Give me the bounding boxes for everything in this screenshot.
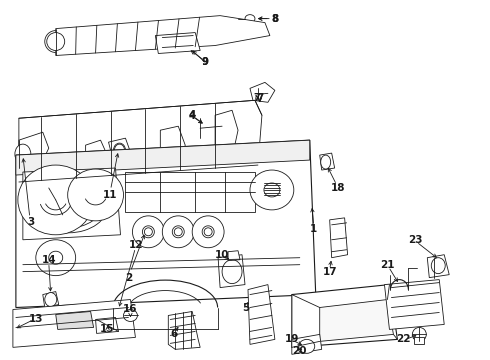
Bar xyxy=(125,172,255,212)
Polygon shape xyxy=(292,334,322,354)
Polygon shape xyxy=(86,140,108,188)
Ellipse shape xyxy=(145,228,152,236)
Polygon shape xyxy=(16,140,310,175)
Text: 19: 19 xyxy=(285,334,299,345)
Polygon shape xyxy=(228,251,240,261)
Ellipse shape xyxy=(250,170,294,210)
Ellipse shape xyxy=(18,165,94,235)
Text: 9: 9 xyxy=(202,58,209,67)
Polygon shape xyxy=(319,153,335,170)
Polygon shape xyxy=(155,32,200,54)
Polygon shape xyxy=(195,112,228,138)
Polygon shape xyxy=(43,292,59,307)
Ellipse shape xyxy=(321,155,331,169)
Ellipse shape xyxy=(413,328,426,341)
Ellipse shape xyxy=(114,143,125,157)
Polygon shape xyxy=(330,218,347,258)
Text: 8: 8 xyxy=(271,14,278,24)
Ellipse shape xyxy=(132,216,164,248)
Polygon shape xyxy=(19,132,49,168)
Text: 16: 16 xyxy=(123,305,138,315)
Text: 6: 6 xyxy=(171,329,178,339)
Polygon shape xyxy=(108,138,130,158)
Polygon shape xyxy=(218,255,245,288)
Text: 12: 12 xyxy=(129,240,144,250)
Text: 22: 22 xyxy=(396,334,411,345)
Polygon shape xyxy=(160,126,185,172)
Text: 13: 13 xyxy=(28,314,43,324)
Text: 4: 4 xyxy=(189,111,196,121)
Polygon shape xyxy=(319,300,393,341)
Polygon shape xyxy=(19,100,262,182)
Polygon shape xyxy=(16,140,316,307)
Text: 4: 4 xyxy=(189,110,196,120)
Polygon shape xyxy=(248,285,275,345)
Ellipse shape xyxy=(15,144,31,164)
Polygon shape xyxy=(215,110,238,160)
Text: 17: 17 xyxy=(322,267,337,276)
Ellipse shape xyxy=(245,15,255,23)
Polygon shape xyxy=(292,285,397,347)
Ellipse shape xyxy=(162,216,194,248)
Polygon shape xyxy=(415,337,424,345)
Ellipse shape xyxy=(204,228,212,236)
Text: 1: 1 xyxy=(310,224,318,234)
Text: 5: 5 xyxy=(243,302,249,312)
Ellipse shape xyxy=(174,228,182,236)
Polygon shape xyxy=(56,15,270,55)
Ellipse shape xyxy=(299,339,315,353)
Text: 23: 23 xyxy=(408,235,422,245)
Ellipse shape xyxy=(47,32,65,50)
Text: 3: 3 xyxy=(27,217,34,227)
Text: 15: 15 xyxy=(100,324,115,334)
Ellipse shape xyxy=(192,216,224,248)
Text: 20: 20 xyxy=(293,346,307,356)
Ellipse shape xyxy=(36,240,75,276)
Text: 11: 11 xyxy=(103,190,118,200)
Text: 7: 7 xyxy=(254,93,260,103)
Text: 10: 10 xyxy=(215,250,229,260)
Polygon shape xyxy=(96,318,119,333)
Text: 7: 7 xyxy=(256,93,264,103)
Text: 14: 14 xyxy=(42,255,56,265)
Ellipse shape xyxy=(123,310,137,321)
Text: 18: 18 xyxy=(330,183,345,193)
Ellipse shape xyxy=(431,258,445,274)
Polygon shape xyxy=(250,82,275,102)
Text: 8: 8 xyxy=(271,14,278,24)
Polygon shape xyxy=(23,168,121,240)
Text: 9: 9 xyxy=(201,58,209,67)
Text: 21: 21 xyxy=(380,260,395,270)
Ellipse shape xyxy=(222,260,242,284)
Ellipse shape xyxy=(68,169,123,221)
Ellipse shape xyxy=(45,293,57,306)
Text: 2: 2 xyxy=(125,273,132,283)
Polygon shape xyxy=(385,280,444,329)
Polygon shape xyxy=(13,300,135,347)
Polygon shape xyxy=(427,255,449,278)
Polygon shape xyxy=(56,311,94,329)
Polygon shape xyxy=(168,311,200,349)
